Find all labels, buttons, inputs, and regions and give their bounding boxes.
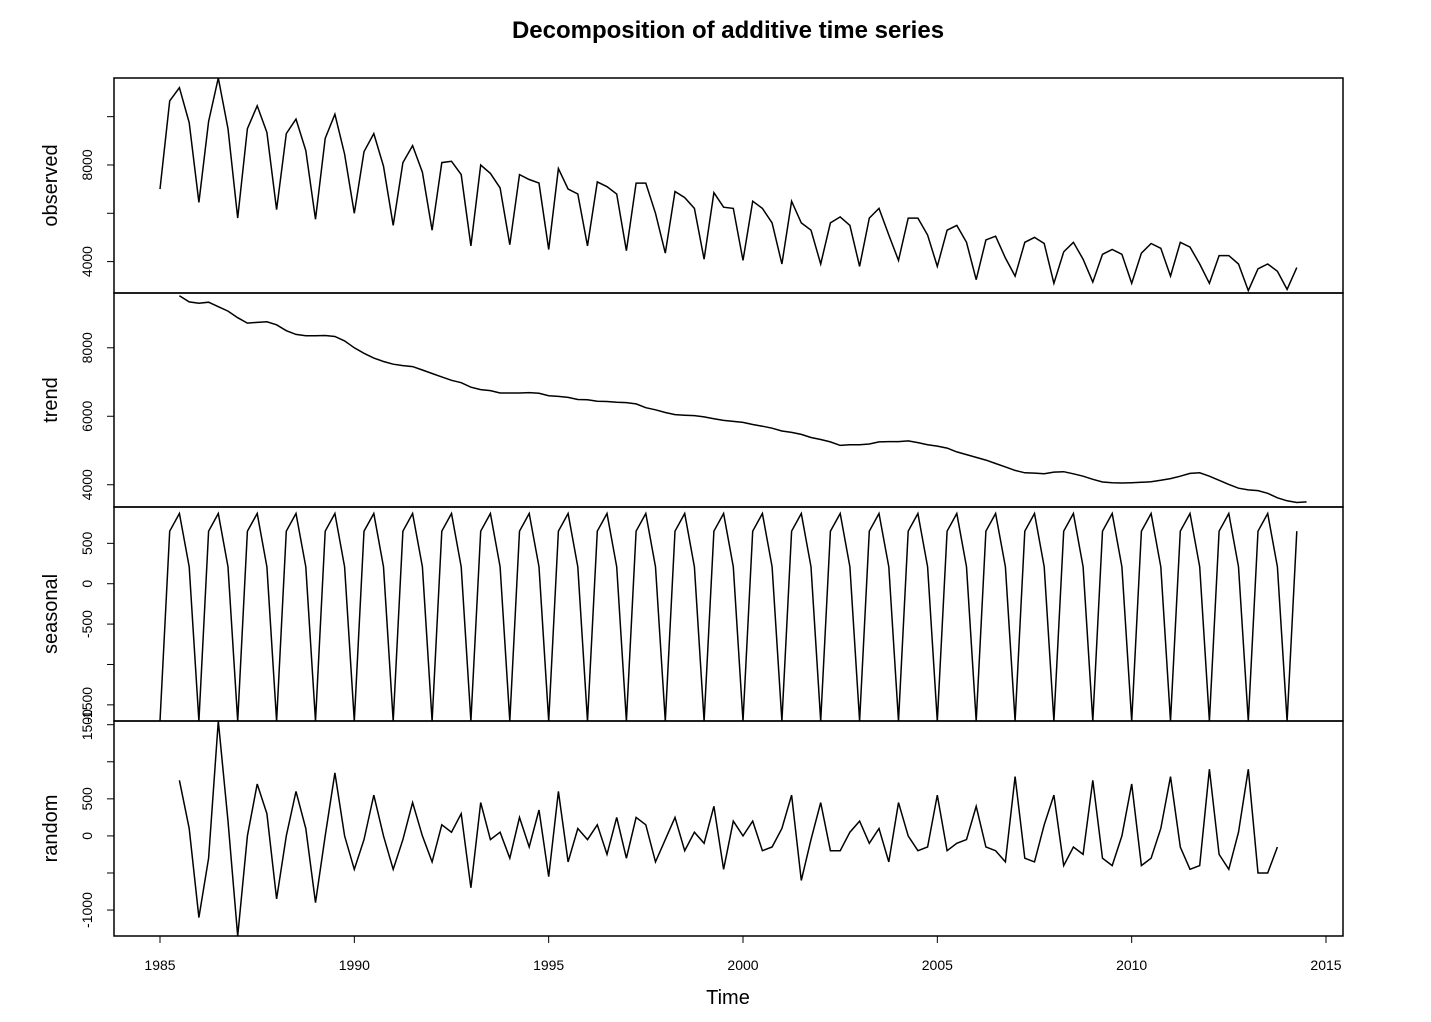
random-panel-frame xyxy=(113,720,1344,937)
panel-trend: 4000 6000 8000 trend xyxy=(40,292,1344,508)
trend-series-line xyxy=(178,295,1307,504)
observed-y-tick-label: 8000 xyxy=(79,149,95,180)
x-tick-label: 2010 xyxy=(1116,957,1147,973)
random-series-line xyxy=(178,721,1279,936)
observed-series-line xyxy=(159,78,1298,293)
random-y-tick-label: 500 xyxy=(79,787,95,811)
x-tick-label: 1990 xyxy=(339,957,370,973)
chart-title: Decomposition of additive time series xyxy=(512,17,944,44)
seasonal-y-tick-label: 500 xyxy=(79,531,95,555)
random-y-axis-label: random xyxy=(40,795,62,863)
trend-y-tick-label: 8000 xyxy=(79,332,95,363)
random-y-tick-label: -1000 xyxy=(79,892,95,928)
x-axis: 1985 1990 1995 2000 2005 2010 2015 xyxy=(144,935,1342,973)
trend-panel-frame xyxy=(113,292,1344,508)
seasonal-y-axis-label: seasonal xyxy=(40,574,62,654)
random-y-tick-label: 1500 xyxy=(79,709,95,740)
panel-seasonal: -1500 -500 0 500 seasonal xyxy=(40,506,1344,723)
x-axis-label: Time xyxy=(706,987,750,1009)
trend-y-axis-label: trend xyxy=(40,377,62,423)
trend-y-tick-label: 6000 xyxy=(79,400,95,431)
observed-y-tick-label: 4000 xyxy=(79,246,95,277)
observed-panel-frame xyxy=(113,77,1344,294)
panel-observed: 4000 8000 observed xyxy=(40,77,1344,294)
seasonal-series-line xyxy=(159,511,1298,721)
x-tick-label: 1995 xyxy=(533,957,564,973)
x-tick-label: 2000 xyxy=(727,957,758,973)
seasonal-y-tick-label: -1500 xyxy=(79,687,95,723)
panel-random: -1000 0 500 1500 random xyxy=(40,709,1344,937)
observed-y-axis-label: observed xyxy=(40,144,62,226)
seasonal-y-tick-label: 0 xyxy=(79,580,95,588)
trend-y-tick-label: 4000 xyxy=(79,469,95,500)
x-tick-label: 2005 xyxy=(922,957,953,973)
seasonal-y-tick-label: -500 xyxy=(79,610,95,638)
random-y-tick-label: 0 xyxy=(79,832,95,840)
x-tick-label: 1985 xyxy=(144,957,175,973)
x-tick-label: 2015 xyxy=(1310,957,1341,973)
